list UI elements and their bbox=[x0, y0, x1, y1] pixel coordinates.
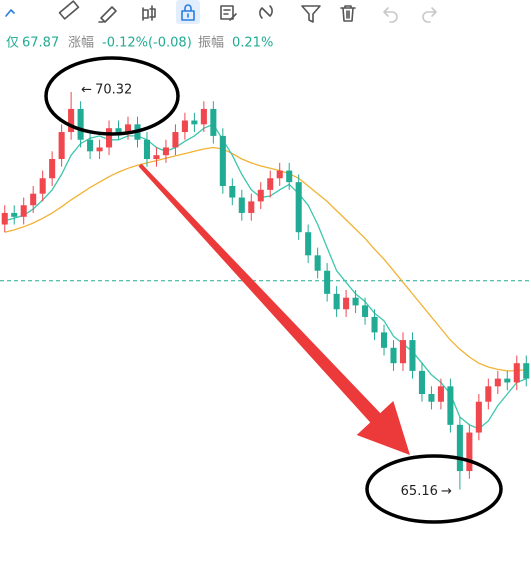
candle-body bbox=[87, 139, 94, 152]
candle-body bbox=[485, 386, 492, 402]
low-label: 65.16 bbox=[401, 484, 438, 499]
candle-body bbox=[352, 297, 359, 306]
candle-body bbox=[409, 340, 416, 371]
candle-body bbox=[371, 316, 378, 333]
amplitude-label: 振幅 bbox=[198, 36, 224, 51]
candle-body bbox=[475, 401, 482, 433]
plot: ← 70.32 →65.16 bbox=[0, 82, 531, 499]
candle-body bbox=[343, 297, 350, 310]
candle-body bbox=[418, 370, 425, 395]
tool-lock[interactable] bbox=[181, 4, 195, 21]
candle-body bbox=[210, 108, 217, 136]
tool-filter[interactable] bbox=[301, 5, 321, 23]
candle-body bbox=[172, 132, 179, 148]
candle-body bbox=[200, 108, 207, 125]
candle-body bbox=[257, 189, 264, 202]
candle-body bbox=[238, 197, 245, 213]
candle-body bbox=[504, 378, 511, 383]
candle-body bbox=[30, 193, 37, 206]
arrow-head bbox=[356, 401, 410, 455]
candle-body bbox=[1, 212, 8, 225]
toolbar bbox=[5, 0, 437, 24]
tool-candles[interactable] bbox=[142, 5, 156, 21]
candle-body bbox=[286, 170, 293, 183]
candle-body bbox=[399, 340, 407, 364]
candle-body bbox=[267, 178, 274, 190]
candle-body bbox=[248, 201, 255, 213]
change-label: 涨幅 bbox=[68, 36, 94, 51]
tool-magnet[interactable] bbox=[259, 5, 273, 19]
high-label: 70.32 bbox=[95, 82, 132, 97]
candle-body bbox=[162, 147, 169, 156]
candle-body bbox=[295, 182, 302, 233]
candle-body bbox=[106, 128, 113, 148]
candle-body bbox=[276, 170, 283, 179]
candle-body bbox=[77, 108, 84, 140]
candle-body bbox=[229, 185, 236, 198]
candle-body bbox=[115, 128, 122, 133]
amplitude: 0.21% bbox=[232, 36, 273, 51]
tool-pen[interactable] bbox=[98, 6, 117, 23]
candle-body bbox=[523, 363, 530, 379]
candle-body bbox=[333, 293, 340, 310]
candle-body bbox=[324, 270, 331, 294]
candle-body bbox=[494, 378, 501, 387]
arrow-shaft bbox=[138, 163, 388, 430]
candle-body bbox=[428, 394, 435, 402]
candle-body bbox=[362, 305, 369, 317]
tool-line[interactable] bbox=[5, 9, 15, 17]
candle-body bbox=[219, 135, 226, 186]
price: 67.87 bbox=[22, 36, 59, 51]
candle-body bbox=[181, 120, 188, 133]
highlight-ellipse bbox=[44, 56, 180, 136]
candle-body bbox=[11, 212, 18, 217]
highlight-ellipse bbox=[365, 454, 503, 524]
candle-body bbox=[437, 386, 444, 402]
candle-body bbox=[124, 124, 132, 133]
candle-body bbox=[390, 347, 397, 364]
candle-body bbox=[191, 120, 198, 125]
tool-ruler[interactable] bbox=[58, 0, 80, 20]
candle-body bbox=[143, 139, 151, 160]
candle-body bbox=[380, 332, 388, 348]
tool-redo[interactable] bbox=[422, 7, 437, 23]
moving-average bbox=[4, 146, 527, 372]
candle-body bbox=[20, 205, 27, 217]
tool-delete[interactable] bbox=[340, 5, 356, 22]
candle-body bbox=[456, 424, 463, 472]
candle-body bbox=[49, 159, 56, 179]
candle-body bbox=[153, 155, 160, 160]
candle-body bbox=[58, 132, 65, 160]
candle-body bbox=[314, 255, 321, 271]
candle-body bbox=[513, 363, 520, 383]
price-label: 仅 bbox=[6, 36, 19, 51]
tool-undo[interactable] bbox=[383, 7, 398, 23]
moving-average bbox=[4, 123, 527, 430]
candle-body bbox=[39, 178, 46, 194]
candle-body bbox=[96, 147, 103, 152]
candle-body bbox=[305, 232, 312, 256]
candle-body bbox=[68, 108, 75, 133]
candle-body bbox=[447, 386, 454, 425]
candle-body bbox=[466, 432, 473, 472]
arrow-glyph: → bbox=[441, 484, 452, 499]
tool-note[interactable] bbox=[220, 5, 237, 21]
change: -0.12%(-0.08) bbox=[102, 36, 192, 51]
arrow-glyph: ← bbox=[81, 82, 92, 97]
